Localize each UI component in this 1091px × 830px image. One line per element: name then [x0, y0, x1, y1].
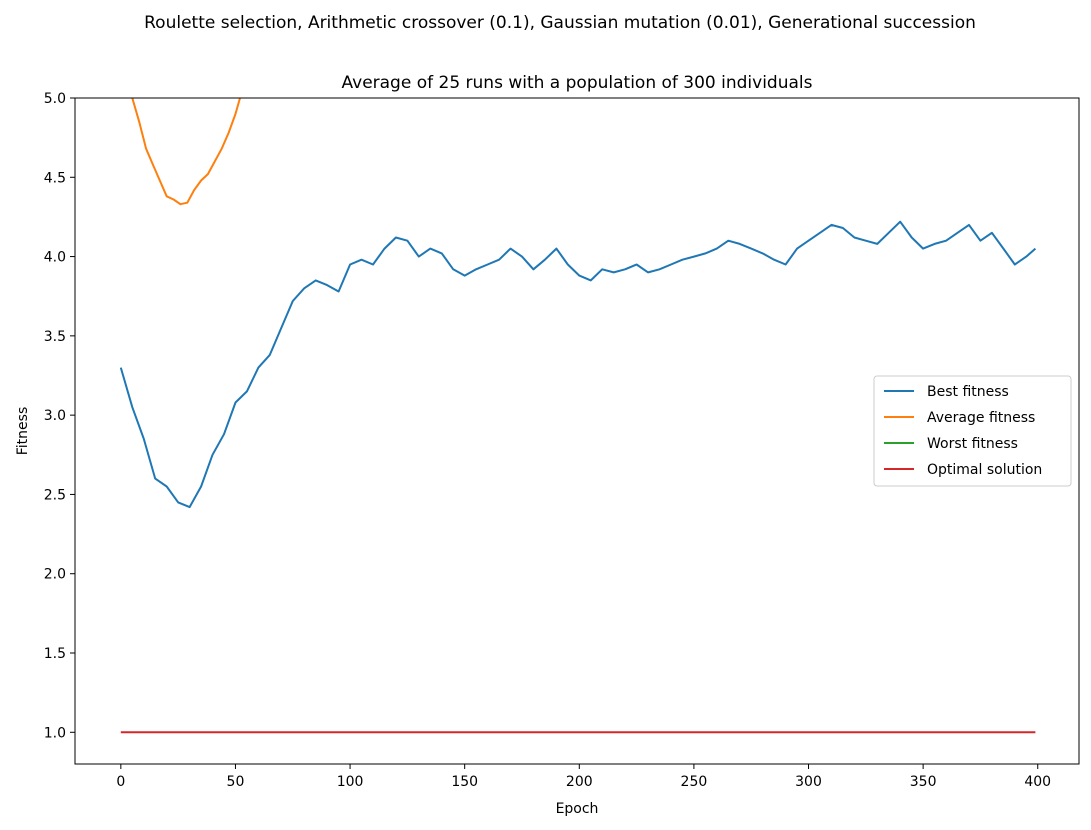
y-tick-label: 4.0: [44, 250, 66, 266]
x-tick-label: 100: [337, 774, 364, 790]
x-tick-label: 350: [910, 774, 937, 790]
legend-label-worst-fitness: Worst fitness: [927, 436, 1018, 452]
x-tick-label: 150: [451, 774, 478, 790]
x-tick-label: 50: [227, 774, 245, 790]
legend-label-average-fitness: Average fitness: [927, 410, 1035, 426]
y-axis-label: Fitness: [15, 407, 31, 456]
legend: Best fitness Average fitness Worst fitness…: [873, 375, 1072, 487]
plot-frame: [74, 97, 1080, 765]
y-tick-label: 5.0: [44, 91, 66, 107]
y-tick-label: 3.0: [44, 408, 66, 424]
x-axis-label: Epoch: [556, 801, 599, 817]
chart-suptitle: Roulette selection, Arithmetic crossover…: [144, 13, 976, 33]
legend-label-best-fitness: Best fitness: [927, 384, 1009, 400]
series-line-average-fitness: [131, 98, 241, 206]
legend-box: [873, 375, 1072, 487]
x-tick-label: 300: [795, 774, 822, 790]
x-tick-label: 400: [1024, 774, 1051, 790]
y-axis: 1.0 1.5 2.0 2.5 3.0 3.5 4.0 4.5 5.0: [44, 91, 75, 741]
chart-title: Average of 25 runs with a population of …: [342, 73, 813, 93]
series-line-best-fitness: [119, 220, 1037, 509]
x-tick-label: 0: [116, 774, 125, 790]
y-tick-label: 1.5: [44, 646, 66, 662]
y-tick-label: 2.0: [44, 567, 66, 583]
x-axis: 0 50 100 150 200 250 300 350 400: [116, 764, 1051, 790]
x-tick-label: 250: [681, 774, 708, 790]
x-tick-label: 200: [566, 774, 593, 790]
y-tick-label: 4.5: [44, 170, 66, 186]
series-layer: [119, 98, 1037, 734]
y-tick-label: 2.5: [44, 487, 66, 503]
y-tick-label: 3.5: [44, 329, 66, 345]
legend-label-optimal-solution: Optimal solution: [927, 462, 1042, 478]
y-tick-label: 1.0: [44, 725, 66, 741]
